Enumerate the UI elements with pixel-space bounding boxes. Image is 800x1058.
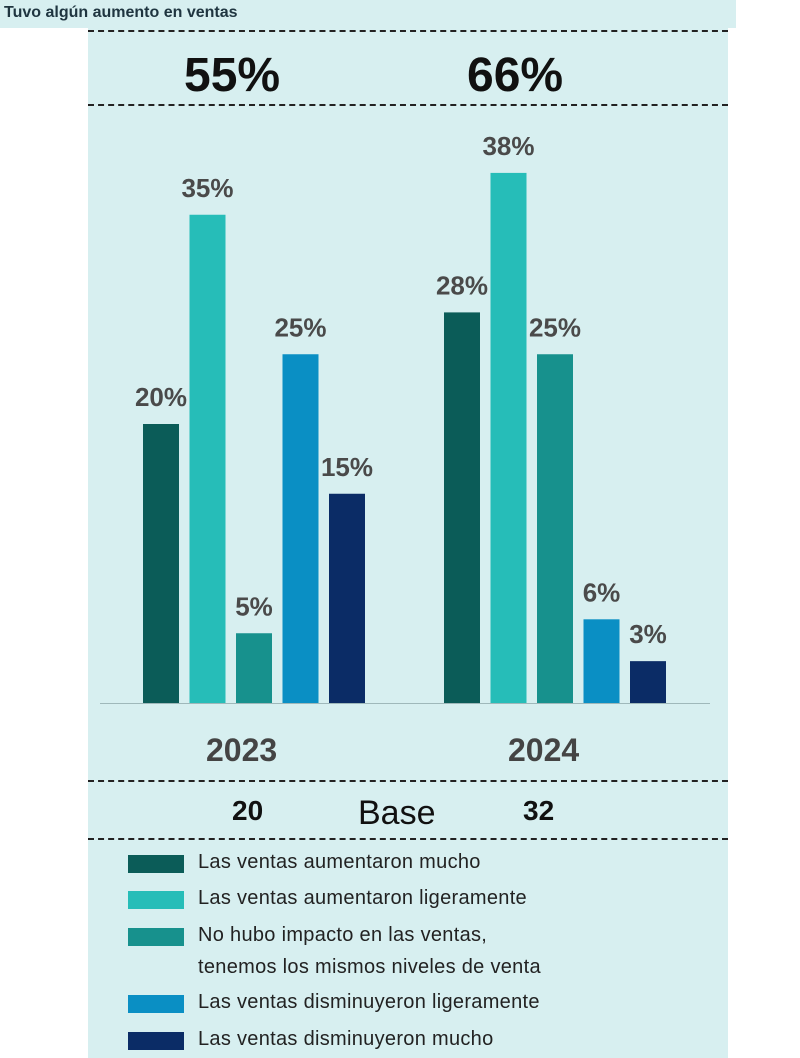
divider-base (88, 838, 728, 840)
category-label-2024: 2024 (508, 732, 580, 768)
data-label: 25% (529, 312, 581, 342)
base-count-2024: 32 (523, 795, 555, 826)
bar-2023-series-3 (236, 633, 272, 703)
summary-pct-2023: 55% (184, 49, 281, 102)
data-label: 6% (583, 577, 621, 607)
legend-label: Las ventas aumentaron mucho (198, 851, 481, 873)
category-label-2023: 2023 (206, 732, 278, 768)
data-label: 38% (482, 131, 534, 161)
bar-2023-series-5 (329, 493, 365, 703)
legend-swatch (128, 928, 184, 946)
bar-chart: 20% 35% 5% 25% 15% 28% 38% 25% 6% 3% (100, 131, 710, 704)
base-label: Base (358, 794, 436, 832)
divider-summary (88, 104, 728, 106)
legend-label: Las ventas disminuyeron ligeramente (198, 991, 540, 1013)
bar-2024-series-2 (490, 172, 527, 703)
bar-2023-series-4 (282, 354, 319, 703)
data-label: 5% (235, 591, 273, 621)
bar-2023-series-1 (143, 424, 179, 703)
divider-years (88, 780, 728, 782)
divider-top (88, 30, 728, 32)
summary-pct-2024: 66% (467, 49, 564, 102)
data-label: 25% (274, 312, 326, 342)
chart-title: Tuvo algún aumento en ventas (4, 4, 238, 21)
bar-2024-series-5 (630, 661, 666, 703)
data-label: 15% (321, 452, 373, 482)
legend-swatch (128, 1032, 184, 1050)
legend-label-continued: tenemos los mismos niveles de venta (198, 956, 541, 978)
bar-2023-series-2 (189, 214, 226, 703)
legend-label: No hubo impacto en las ventas, (198, 924, 488, 946)
data-label: 28% (436, 270, 488, 300)
legend-swatch (128, 891, 184, 909)
data-label: 35% (181, 173, 233, 203)
header-banner: Tuvo algún aumento en ventas (0, 0, 736, 28)
legend-swatch (128, 855, 184, 873)
data-label: 20% (135, 382, 187, 412)
bar-2024-series-1 (444, 312, 480, 703)
base-count-2023: 20 (232, 795, 264, 826)
legend-label: Las ventas aumentaron ligeramente (198, 887, 527, 909)
data-label: 3% (629, 619, 667, 649)
bar-2024-series-4 (583, 619, 620, 703)
legend-label: Las ventas disminuyeron mucho (198, 1028, 494, 1050)
bar-2024-series-3 (537, 354, 573, 703)
legend-swatch (128, 995, 184, 1013)
